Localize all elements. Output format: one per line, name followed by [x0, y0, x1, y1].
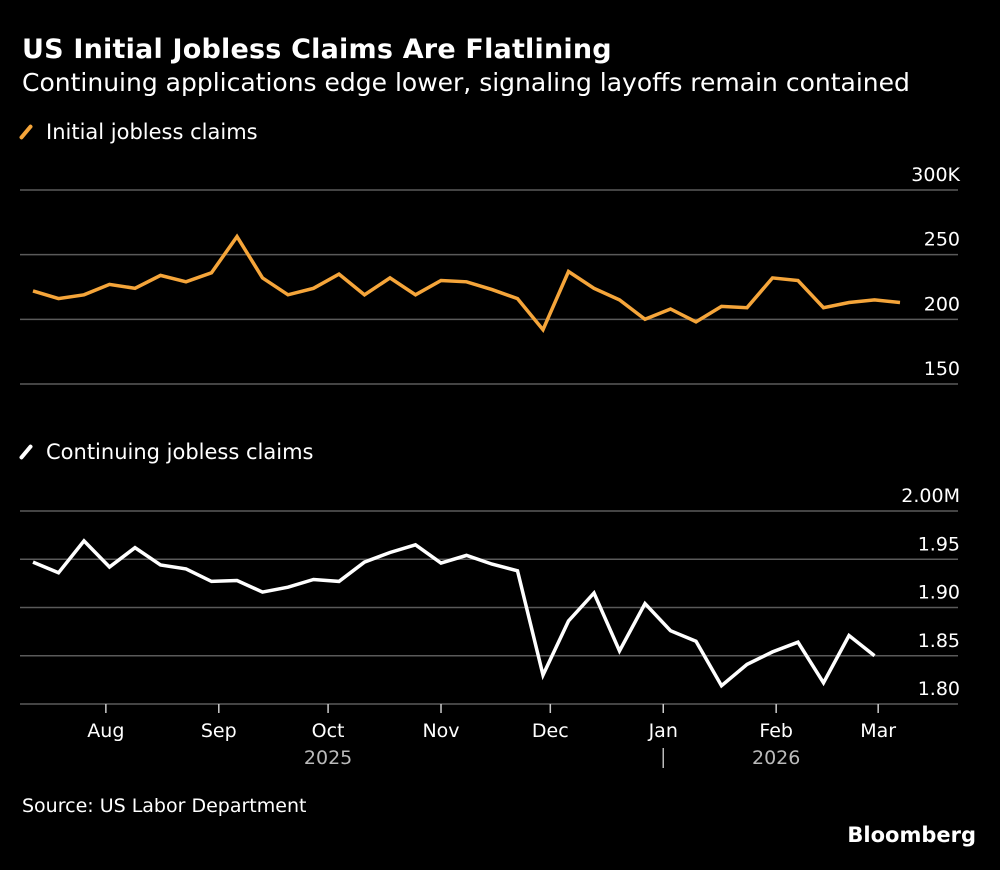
x-tick-label: Aug [87, 720, 124, 742]
y-tick-label: 2.00M [901, 485, 960, 507]
y-tick-label: 1.95 [918, 533, 960, 555]
y-tick-label: 1.85 [918, 630, 960, 652]
x-tick-label: Sep [201, 720, 237, 742]
x-year-label: 2025 [304, 747, 352, 769]
x-tick-label: Dec [532, 720, 569, 742]
y-tick-label: 150 [924, 358, 960, 380]
x-tick-label: Jan [648, 720, 678, 742]
legend-initial-claims: Initial jobless claims [18, 120, 258, 144]
y-tick-label: 300K [911, 164, 960, 186]
y-tick-label: 200 [924, 293, 960, 315]
x-tick-label: Mar [860, 720, 896, 742]
legend-label-initial: Initial jobless claims [46, 120, 258, 144]
x-tick-label: Feb [759, 720, 793, 742]
y-tick-label: 1.90 [918, 582, 960, 604]
y-tick-label: 1.80 [918, 678, 960, 700]
initial-claims-line [32, 233, 901, 334]
y-tick-label: 250 [924, 229, 960, 251]
chart-title: US Initial Jobless Claims Are Flatlining [22, 34, 612, 65]
continuing-claims-line [32, 538, 876, 689]
x-year-label: 2026 [752, 747, 800, 769]
legend-continuing-claims: Continuing jobless claims [18, 440, 314, 464]
source-note: Source: US Labor Department [22, 795, 307, 817]
x-tick-label: Nov [422, 720, 459, 742]
bloomberg-logo: Bloomberg [847, 823, 976, 847]
x-tick-label: Oct [312, 720, 345, 742]
legend-label-continuing: Continuing jobless claims [46, 440, 314, 464]
chart-subtitle: Continuing applications edge lower, sign… [22, 68, 910, 97]
